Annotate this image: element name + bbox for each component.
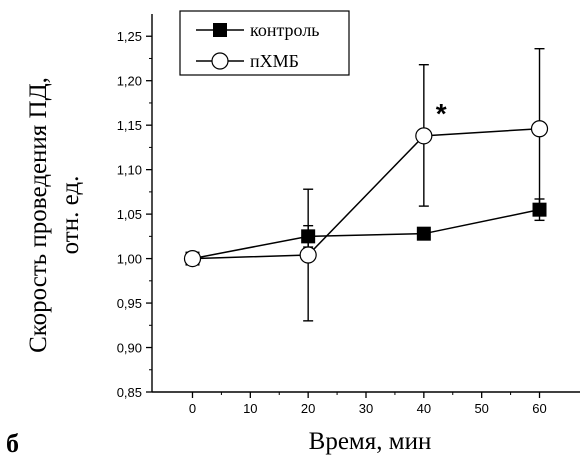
x-tick-label: 50 bbox=[474, 401, 488, 416]
series-line bbox=[192, 127, 540, 260]
y-tick-label: 0,90 bbox=[117, 341, 142, 356]
plot-area bbox=[183, 47, 549, 322]
x-tick-label: 0 bbox=[189, 401, 196, 416]
panel-label: б bbox=[6, 429, 19, 457]
y-tick-label: 1,00 bbox=[117, 252, 142, 267]
x-tick-label: 20 bbox=[301, 401, 315, 416]
series-control bbox=[185, 198, 547, 266]
x-tick-label: 40 bbox=[417, 401, 431, 416]
legend-label-phmb: пХМБ bbox=[250, 51, 299, 71]
y-axis-label-line1: Скорость проведения ПД, bbox=[25, 77, 52, 353]
series-line bbox=[192, 208, 540, 260]
annotations: * bbox=[436, 98, 447, 129]
y-tick-label: 1,05 bbox=[117, 207, 142, 222]
y-tick-label: 1,15 bbox=[117, 118, 142, 133]
data-point-control bbox=[416, 226, 431, 241]
y-tick-label: 1,20 bbox=[117, 74, 142, 89]
legend-entry-control: контроль bbox=[196, 20, 320, 40]
y-tick-label: 1,10 bbox=[117, 163, 142, 178]
legend-box bbox=[179, 10, 350, 76]
x-tick-label: 60 bbox=[532, 401, 546, 416]
x-tick-label: 30 bbox=[359, 401, 373, 416]
data-point-phmb bbox=[415, 127, 433, 145]
significance-marker: * bbox=[436, 98, 447, 129]
data-point-phmb bbox=[299, 246, 317, 264]
legend-marker-phmb bbox=[211, 52, 229, 70]
legend: контроль пХМБ bbox=[179, 10, 350, 76]
series-phmb bbox=[183, 47, 549, 322]
y-tick-label: 0,95 bbox=[117, 296, 142, 311]
y-axis-label-line2: отн. ед. bbox=[57, 176, 84, 255]
data-point-phmb bbox=[530, 120, 549, 138]
data-point-phmb bbox=[183, 249, 202, 268]
data-point-control bbox=[532, 202, 547, 217]
legend-entry-phmb: пХМБ bbox=[196, 51, 299, 71]
y-tick-label: 1,25 bbox=[117, 29, 142, 44]
x-axis-ticks: 0 10 20 30 40 50 60 bbox=[189, 392, 547, 416]
legend-marker-control bbox=[213, 23, 227, 37]
legend-label-control: контроль bbox=[250, 20, 320, 40]
y-tick-label: 0,85 bbox=[117, 385, 142, 400]
x-axis-label: Время, мин bbox=[309, 428, 432, 455]
x-tick-label: 10 bbox=[243, 401, 257, 416]
y-axis-ticks: 0,85 0,90 0,95 1,00 1,05 1,10 1,15 1,20 1,25 bbox=[117, 29, 152, 400]
